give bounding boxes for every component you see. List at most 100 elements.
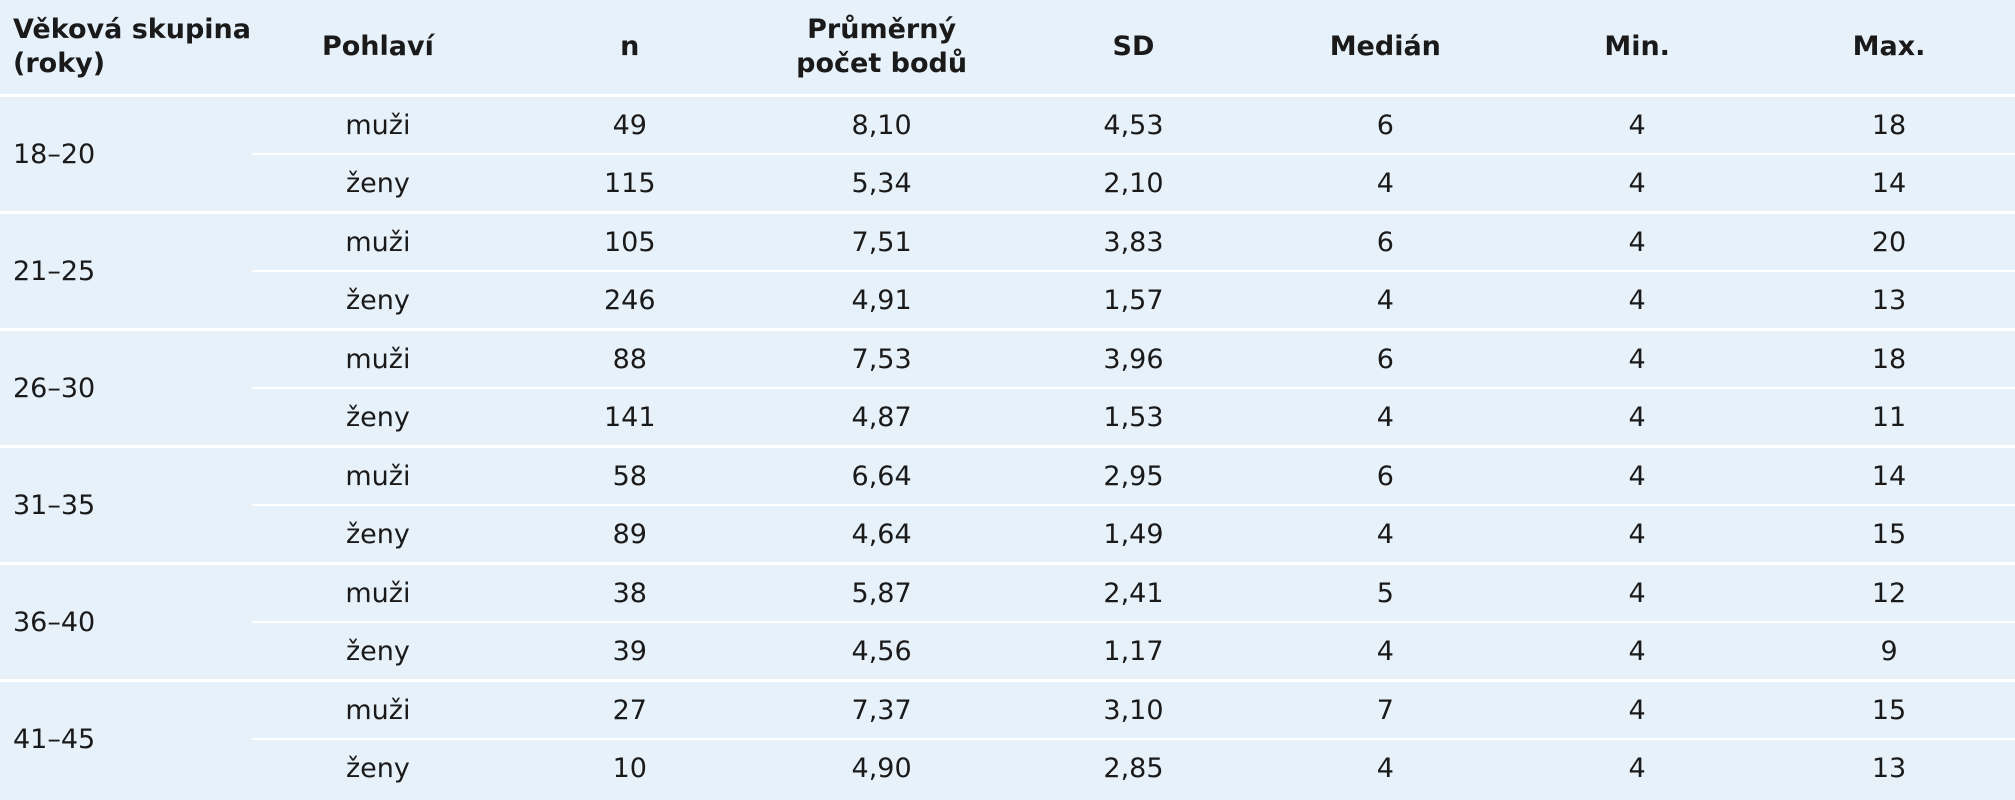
value-cell: 12 — [1763, 562, 2015, 622]
value-cell: 18 — [1763, 328, 2015, 388]
age-cell: 36–40 — [0, 562, 252, 681]
sex-cell: ženy — [252, 387, 504, 447]
sex-cell: ženy — [252, 504, 504, 564]
age-cell: 21–25 — [0, 211, 252, 330]
value-cell: 4 — [1511, 211, 1764, 271]
value-cell: 4 — [1511, 445, 1764, 505]
value-cell: 20 — [1763, 211, 2015, 271]
table-row: ženy 89 4,64 1,49 4 4 15 — [0, 504, 2015, 564]
value-cell: 6 — [1259, 94, 1512, 154]
table-row: ženy 115 5,34 2,10 4 4 14 — [0, 153, 2015, 213]
value-cell: 1,17 — [1007, 621, 1260, 681]
sex-cell: muži — [252, 94, 504, 154]
table-row: 21–25 muži 105 7,51 3,83 6 4 20 — [0, 211, 2015, 330]
table-row: ženy 10 4,90 2,85 4 4 13 — [0, 738, 2015, 796]
value-cell: 4 — [1511, 270, 1764, 330]
value-cell: 4 — [1259, 621, 1512, 681]
table-row: 31–35 muži 58 6,64 2,95 6 4 14 — [0, 445, 2015, 564]
value-cell: 4,64 — [755, 504, 1008, 564]
value-cell: 1,53 — [1007, 387, 1260, 447]
value-cell: 39 — [503, 621, 756, 681]
value-cell: 4 — [1511, 738, 1764, 796]
value-cell: 38 — [503, 562, 756, 622]
header-text: SD — [1112, 31, 1155, 62]
age-cell: 41–45 — [0, 679, 252, 796]
value-cell: 4,87 — [755, 387, 1008, 447]
header-text: Max. — [1852, 31, 1926, 62]
table-row: 26–30 muži 88 7,53 3,96 6 4 18 — [0, 328, 2015, 447]
header-cell: Průměrný počet bodů — [755, 0, 1008, 97]
header-text: n — [620, 31, 640, 62]
value-cell: 4 — [1259, 270, 1512, 330]
sex-cell: ženy — [252, 270, 504, 330]
header-text: Medián — [1329, 31, 1441, 62]
value-cell: 13 — [1763, 270, 2015, 330]
value-cell: 2,10 — [1007, 153, 1260, 213]
value-cell: 8,10 — [755, 94, 1008, 154]
header-cell: Věková skupina (roky) — [0, 0, 252, 97]
value-cell: 7,51 — [755, 211, 1008, 271]
table-row: 41–45 muži 27 7,37 3,10 7 4 15 — [0, 679, 2015, 796]
value-cell: 1,49 — [1007, 504, 1260, 564]
header-text: Věková skupina (roky) — [13, 14, 252, 79]
value-cell: 4 — [1511, 679, 1764, 739]
table-header: Věková skupina (roky) Pohlaví n Průměrný po… — [0, 0, 2015, 97]
header-cell: Max. — [1763, 0, 2015, 97]
value-cell: 4 — [1511, 621, 1764, 681]
header-row: Věková skupina (roky) Pohlaví n Průměrný po… — [0, 0, 2015, 97]
value-cell: 1,57 — [1007, 270, 1260, 330]
value-cell: 6 — [1259, 328, 1512, 388]
header-cell: Min. — [1511, 0, 1764, 97]
table-row: 36–40 muži 38 5,87 2,41 5 4 12 — [0, 562, 2015, 681]
value-cell: 27 — [503, 679, 756, 739]
value-cell: 4 — [1259, 387, 1512, 447]
header-text: Průměrný počet bodů — [796, 14, 968, 79]
header-cell: SD — [1007, 0, 1260, 97]
table-row: ženy 141 4,87 1,53 4 4 11 — [0, 387, 2015, 447]
table-row: ženy 39 4,56 1,17 4 4 9 — [0, 621, 2015, 681]
table-row: 18–20 muži 49 8,10 4,53 6 4 18 — [0, 94, 2015, 213]
header-cell: n — [503, 0, 756, 97]
value-cell: 4 — [1259, 153, 1512, 213]
value-cell: 3,83 — [1007, 211, 1260, 271]
value-cell: 4,53 — [1007, 94, 1260, 154]
value-cell: 115 — [503, 153, 756, 213]
age-cell: 26–30 — [0, 328, 252, 447]
value-cell: 89 — [503, 504, 756, 564]
value-cell: 10 — [503, 738, 756, 796]
value-cell: 7,37 — [755, 679, 1008, 739]
value-cell: 4,56 — [755, 621, 1008, 681]
value-cell: 4 — [1259, 504, 1512, 564]
value-cell: 4 — [1511, 153, 1764, 213]
value-cell: 5,87 — [755, 562, 1008, 622]
value-cell: 88 — [503, 328, 756, 388]
value-cell: 2,95 — [1007, 445, 1260, 505]
sex-cell: muži — [252, 211, 504, 271]
sex-cell: muži — [252, 328, 504, 388]
value-cell: 5,34 — [755, 153, 1008, 213]
table-row: ženy 246 4,91 1,57 4 4 13 — [0, 270, 2015, 330]
header-cell: Medián — [1259, 0, 1512, 97]
value-cell: 6 — [1259, 211, 1512, 271]
value-cell: 18 — [1763, 94, 2015, 154]
value-cell: 15 — [1763, 679, 2015, 739]
value-cell: 2,85 — [1007, 738, 1260, 796]
value-cell: 14 — [1763, 153, 2015, 213]
sex-cell: muži — [252, 679, 504, 739]
value-cell: 7,53 — [755, 328, 1008, 388]
value-cell: 2,41 — [1007, 562, 1260, 622]
header-text: Min. — [1604, 31, 1670, 62]
sex-cell: ženy — [252, 738, 504, 796]
sex-cell: ženy — [252, 153, 504, 213]
sex-cell: muži — [252, 562, 504, 622]
value-cell: 58 — [503, 445, 756, 505]
value-cell: 11 — [1763, 387, 2015, 447]
value-cell: 4,90 — [755, 738, 1008, 796]
age-cell: 31–35 — [0, 445, 252, 564]
sex-cell: muži — [252, 445, 504, 505]
value-cell: 7 — [1259, 679, 1512, 739]
value-cell: 105 — [503, 211, 756, 271]
value-cell: 4 — [1511, 504, 1764, 564]
value-cell: 4 — [1511, 94, 1764, 154]
